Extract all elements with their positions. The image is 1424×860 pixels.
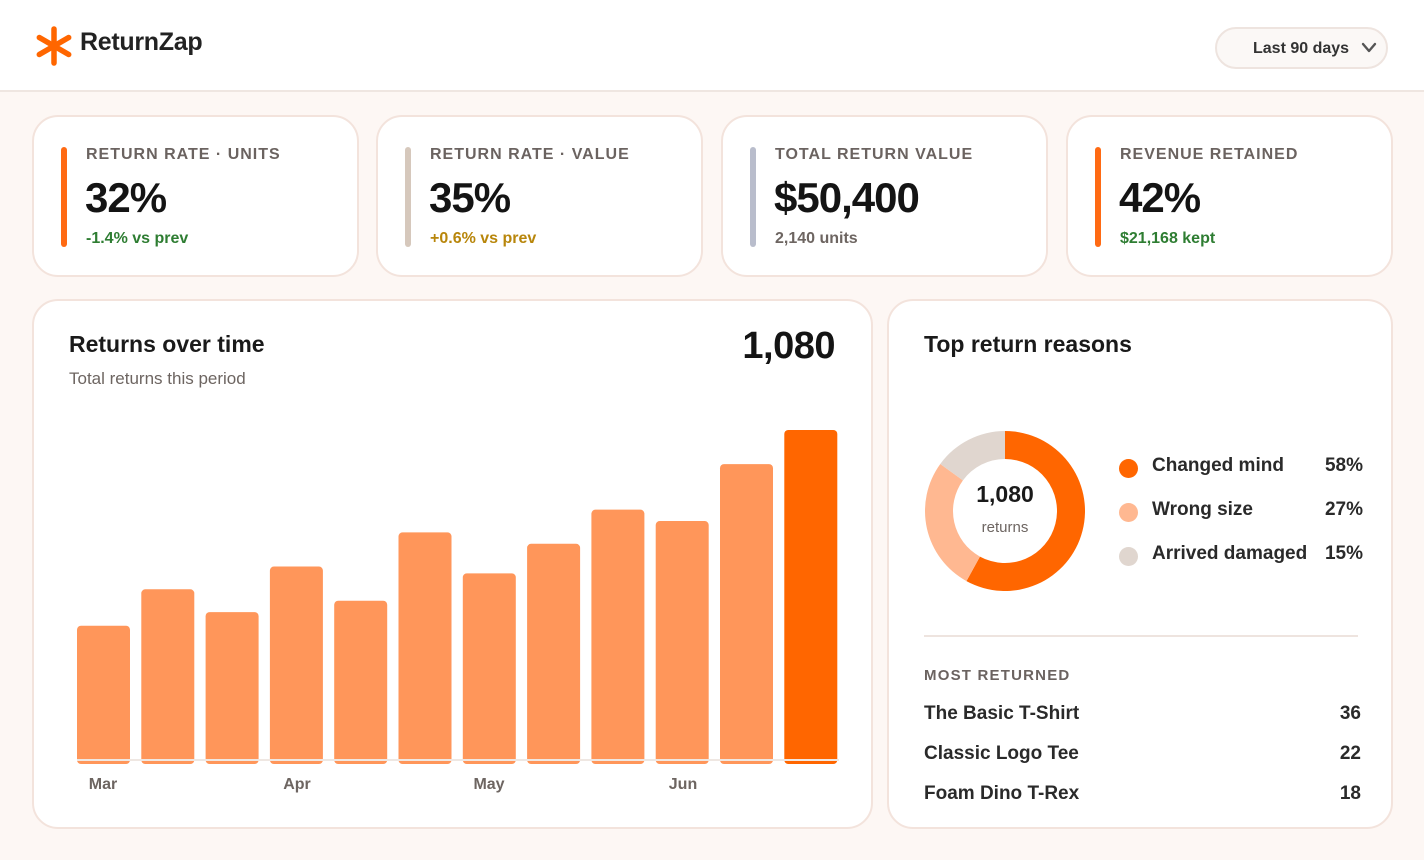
legend-item-changed-mind: Changed mind 58% [1119, 455, 1363, 479]
kpi-card-revenue-retained: REVENUE RETAINED 42% $21,168 kept [1066, 115, 1393, 277]
kpi-label: REVENUE RETAINED [1120, 146, 1299, 163]
kpi-units: 2,140 units [775, 230, 858, 247]
chart-bar [398, 532, 452, 764]
chart-total: 1,080 [742, 325, 835, 367]
kpi-accent-bar [405, 147, 411, 247]
chart-subtitle: Total returns this period [69, 369, 246, 388]
legend-label: Arrived damaged [1152, 543, 1308, 564]
date-range-label: Last 90 days [1253, 40, 1350, 57]
product-name: The Basic T-Shirt [924, 703, 1080, 724]
donut-center-value: 1,080 [976, 481, 1034, 507]
legend-item-arrived-damaged: Arrived damaged 15% [1119, 543, 1363, 567]
legend-dot [1119, 459, 1138, 478]
top-return-reasons-card: Top return reasons 1,080 returns Changed… [887, 299, 1393, 829]
x-tick-label: Apr [283, 776, 311, 793]
kpi-accent-bar [750, 147, 756, 247]
kpi-kept: $21,168 kept [1120, 230, 1216, 247]
legend-percent: 15% [1324, 543, 1363, 564]
chart-bar [269, 566, 323, 764]
chart-bar [462, 573, 516, 764]
donut-slice [966, 431, 1085, 591]
chart-bar [527, 543, 581, 764]
kpi-value: $50,400 [774, 174, 920, 221]
most-returned-item[interactable]: The Basic T-Shirt 36 [924, 703, 1361, 727]
donut-center-label: returns [981, 519, 1029, 536]
reasons-title: Top return reasons [924, 331, 1132, 357]
kpi-accent-bar [61, 147, 67, 247]
returns-bar-chart: Mar Apr May Jun [77, 430, 839, 793]
chevron-down-icon [1361, 42, 1377, 53]
legend-label: Changed mind [1152, 455, 1284, 476]
chart-bar [141, 589, 195, 764]
product-name: Classic Logo Tee [924, 743, 1079, 764]
most-returned-title: MOST RETURNED [924, 667, 1071, 684]
date-range-dropdown[interactable]: Last 90 days [1215, 27, 1388, 69]
returns-over-time-card: Mar Apr May Jun Returns over time Total ret… [32, 299, 873, 829]
return-count: 36 [1339, 703, 1361, 724]
x-tick-label: Jun [669, 776, 697, 793]
kpi-card-return-rate-units: RETURN RATE · UNITS 32% -1.4% vs prev [32, 115, 359, 277]
kpi-value: 42% [1119, 174, 1201, 221]
return-count: 22 [1339, 743, 1361, 764]
asterisk-logo-icon [36, 26, 72, 66]
divider [924, 635, 1358, 637]
chart-bar [77, 625, 130, 764]
kpi-delta: +0.6% vs prev [430, 230, 537, 247]
brand-name: ReturnZap [80, 28, 203, 56]
legend-label: Wrong size [1152, 499, 1253, 520]
product-name: Foam Dino T-Rex [924, 783, 1080, 804]
x-tick-label: May [473, 776, 504, 793]
kpi-card-total-return-value: TOTAL RETURN VALUE $50,400 2,140 units [721, 115, 1048, 277]
legend-item-wrong-size: Wrong size 27% [1119, 499, 1363, 523]
kpi-delta: -1.4% vs prev [86, 230, 189, 247]
kpi-label: TOTAL RETURN VALUE [775, 146, 974, 163]
kpi-accent-bar [1095, 147, 1101, 247]
chart-bar [655, 521, 709, 764]
kpi-card-return-rate-value: RETURN RATE · VALUE 35% +0.6% vs prev [376, 115, 703, 277]
donut-slice [925, 463, 980, 582]
chart-bar [591, 509, 645, 764]
top-bar: ReturnZap Last 90 days [0, 0, 1424, 92]
legend-dot [1119, 503, 1138, 522]
kpi-value: 35% [429, 174, 511, 221]
legend-percent: 27% [1324, 499, 1363, 520]
chart-bar [334, 600, 388, 764]
most-returned-item[interactable]: Classic Logo Tee 22 [924, 743, 1361, 767]
chart-bar [720, 464, 773, 764]
chart-title: Returns over time [69, 331, 265, 357]
return-count: 18 [1339, 783, 1361, 804]
donut-slice [940, 431, 1005, 481]
reasons-donut-chart [925, 431, 1085, 591]
x-tick-label: Mar [89, 776, 117, 793]
most-returned-item[interactable]: Foam Dino T-Rex 18 [924, 783, 1361, 807]
legend-dot [1119, 547, 1138, 566]
kpi-label: RETURN RATE · UNITS [86, 146, 281, 163]
chart-bar [205, 612, 259, 764]
legend-percent: 58% [1324, 455, 1363, 476]
kpi-value: 32% [85, 174, 167, 221]
kpi-label: RETURN RATE · VALUE [430, 146, 630, 163]
chart-bar [784, 430, 838, 764]
